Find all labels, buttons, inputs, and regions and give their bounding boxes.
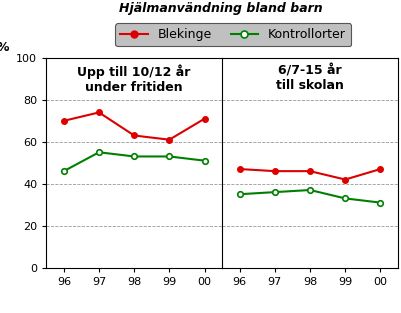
Text: 6/7-15 år
till skolan: 6/7-15 år till skolan bbox=[275, 64, 343, 92]
Text: %: % bbox=[0, 41, 10, 54]
Legend: Blekinge, Kontrollorter: Blekinge, Kontrollorter bbox=[115, 23, 350, 46]
Text: Hjälmanvändning bland barn: Hjälmanvändning bland barn bbox=[119, 2, 322, 15]
Text: Upp till 10/12 år
under fritiden: Upp till 10/12 år under fritiden bbox=[77, 64, 190, 94]
